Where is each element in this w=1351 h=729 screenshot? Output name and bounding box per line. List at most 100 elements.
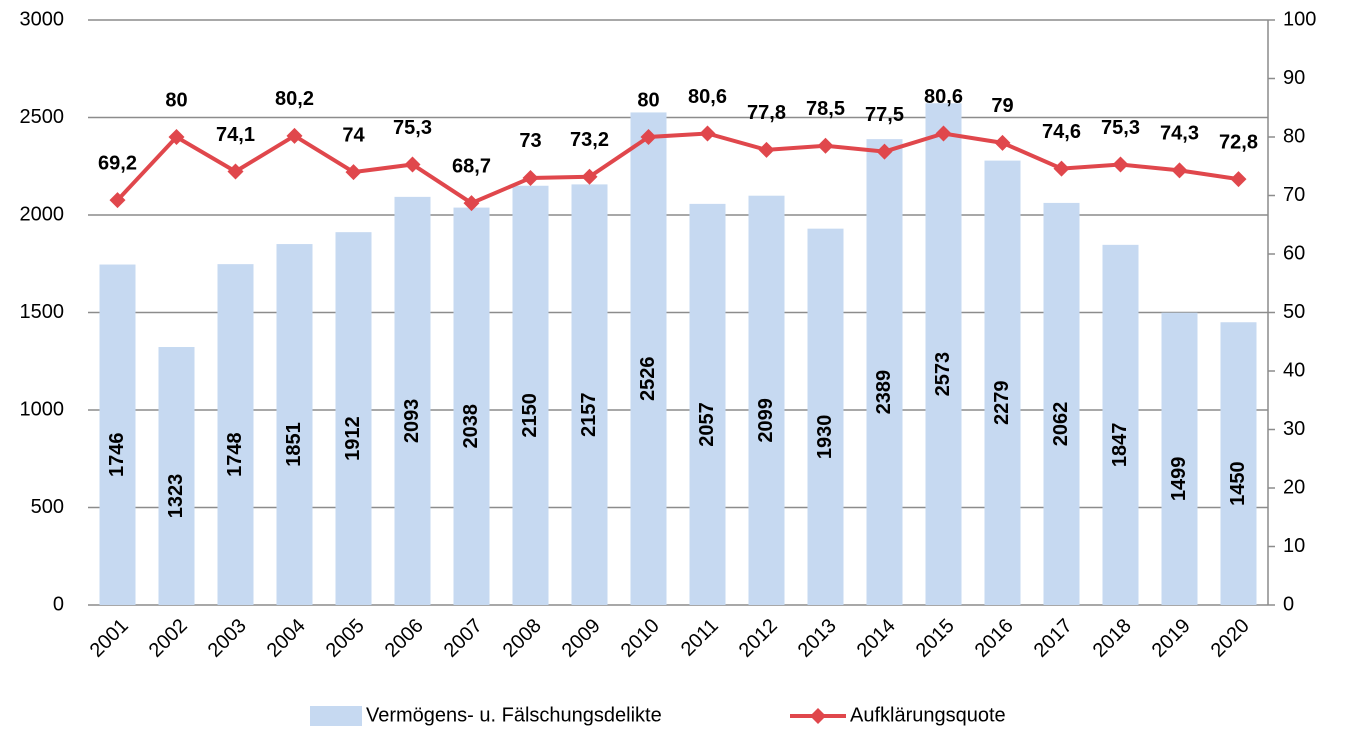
line-value-label: 79 bbox=[991, 95, 1013, 117]
legend-swatch bbox=[310, 706, 362, 726]
bar-value-label: 2062 bbox=[1050, 402, 1072, 447]
bar bbox=[748, 195, 785, 605]
bar-value-label: 2389 bbox=[873, 370, 895, 415]
y-tick-label: 1500 bbox=[20, 301, 65, 323]
bar-value-label: 2157 bbox=[578, 392, 600, 437]
x-tick-label: 2005 bbox=[322, 615, 369, 662]
bar bbox=[276, 244, 313, 605]
line-value-label: 78,5 bbox=[806, 98, 845, 120]
line-value-label: 73 bbox=[519, 130, 541, 152]
y2-tick-label: 50 bbox=[1283, 301, 1305, 323]
y2-tick-label: 60 bbox=[1283, 242, 1305, 264]
line-marker bbox=[994, 134, 1011, 151]
bar bbox=[689, 203, 726, 605]
bar-value-label: 1912 bbox=[342, 416, 364, 461]
x-tick-label: 2014 bbox=[853, 615, 900, 662]
line-value-label: 77,5 bbox=[865, 104, 904, 126]
line-value-label: 68,7 bbox=[452, 155, 491, 177]
bar-value-label: 2150 bbox=[519, 393, 541, 438]
x-tick-label: 2015 bbox=[912, 615, 959, 662]
x-tick-label: 2001 bbox=[86, 615, 133, 662]
bar-value-label: 2093 bbox=[401, 399, 423, 444]
line-marker bbox=[1171, 162, 1188, 179]
bar bbox=[158, 347, 195, 605]
bar-value-label: 2038 bbox=[460, 404, 482, 449]
bar bbox=[99, 264, 136, 605]
bar bbox=[1220, 322, 1257, 605]
y-tick-label: 2500 bbox=[20, 106, 65, 128]
legend-marker bbox=[810, 708, 826, 724]
line-value-label: 80,2 bbox=[275, 88, 314, 110]
line-marker bbox=[876, 143, 893, 160]
line-marker bbox=[522, 169, 539, 186]
legend-label: Vermögens- u. Fälschungsdelikte bbox=[366, 704, 662, 726]
line-marker bbox=[817, 137, 834, 154]
line-value-label: 77,8 bbox=[747, 102, 786, 124]
x-tick-label: 2012 bbox=[735, 615, 782, 662]
bar-value-label: 1847 bbox=[1109, 423, 1131, 468]
line-marker bbox=[699, 125, 716, 142]
y-tick-label: 500 bbox=[31, 496, 64, 518]
bar bbox=[1161, 312, 1198, 605]
bar bbox=[453, 207, 490, 605]
y-tick-label: 1000 bbox=[20, 398, 65, 420]
x-tick-label: 2002 bbox=[145, 615, 192, 662]
line-value-label: 80,6 bbox=[924, 86, 963, 108]
x-tick-label: 2008 bbox=[499, 615, 546, 662]
line-value-label: 69,2 bbox=[98, 152, 137, 174]
line-value-label: 72,8 bbox=[1219, 131, 1258, 153]
line-marker bbox=[1230, 171, 1247, 188]
x-tick-label: 2004 bbox=[263, 615, 310, 662]
legend-label: Aufklärungsquote bbox=[850, 704, 1006, 726]
bar-value-label: 2526 bbox=[637, 356, 659, 401]
bar bbox=[925, 103, 962, 605]
x-tick-label: 2020 bbox=[1207, 615, 1254, 662]
x-tick-label: 2017 bbox=[1030, 615, 1077, 662]
x-tick-label: 2003 bbox=[204, 615, 251, 662]
line-value-label: 80,6 bbox=[688, 86, 727, 108]
line-marker bbox=[286, 127, 303, 144]
bar bbox=[866, 139, 903, 605]
y2-tick-label: 0 bbox=[1283, 593, 1294, 615]
bar-value-label: 1748 bbox=[224, 432, 246, 477]
y2-tick-label: 10 bbox=[1283, 535, 1305, 557]
line-marker bbox=[345, 164, 362, 181]
bar-value-label: 2099 bbox=[755, 398, 777, 443]
bar-value-label: 1499 bbox=[1168, 457, 1190, 502]
line-value-label: 75,3 bbox=[393, 117, 432, 139]
bar-value-label: 1851 bbox=[283, 422, 305, 467]
line-value-label: 74,3 bbox=[1160, 123, 1199, 145]
line-marker bbox=[463, 195, 480, 212]
line-value-label: 75,3 bbox=[1101, 117, 1140, 139]
bar-value-label: 2057 bbox=[696, 402, 718, 447]
bar bbox=[630, 112, 667, 606]
line-marker bbox=[109, 192, 126, 209]
line bbox=[116, 131, 1239, 206]
x-tick-label: 2019 bbox=[1148, 615, 1195, 662]
x-tick-label: 2018 bbox=[1089, 615, 1136, 662]
line-value-label: 74,6 bbox=[1042, 121, 1081, 143]
line-marker bbox=[404, 156, 421, 173]
x-tick-label: 2010 bbox=[617, 615, 664, 662]
y2-tick-label: 40 bbox=[1283, 359, 1305, 381]
bar-value-label: 1323 bbox=[165, 474, 187, 519]
line-value-label: 80 bbox=[165, 89, 187, 111]
x-tick-label: 2013 bbox=[794, 615, 841, 662]
y-tick-label: 3000 bbox=[20, 8, 65, 30]
line-value-label: 73,2 bbox=[570, 129, 609, 151]
y2-tick-label: 30 bbox=[1283, 418, 1305, 440]
line-value-label: 74,1 bbox=[216, 124, 255, 146]
bar bbox=[512, 185, 549, 605]
x-tick-label: 2011 bbox=[677, 615, 723, 661]
line-marker bbox=[935, 125, 952, 142]
y2-tick-label: 90 bbox=[1283, 67, 1305, 89]
line-marker bbox=[581, 168, 598, 185]
x-tick-label: 2016 bbox=[971, 615, 1018, 662]
bar bbox=[571, 184, 608, 605]
line-marker bbox=[227, 163, 244, 180]
line-marker bbox=[758, 141, 775, 158]
bar bbox=[1102, 244, 1139, 605]
line-marker bbox=[640, 129, 657, 145]
line-marker bbox=[1112, 156, 1129, 173]
